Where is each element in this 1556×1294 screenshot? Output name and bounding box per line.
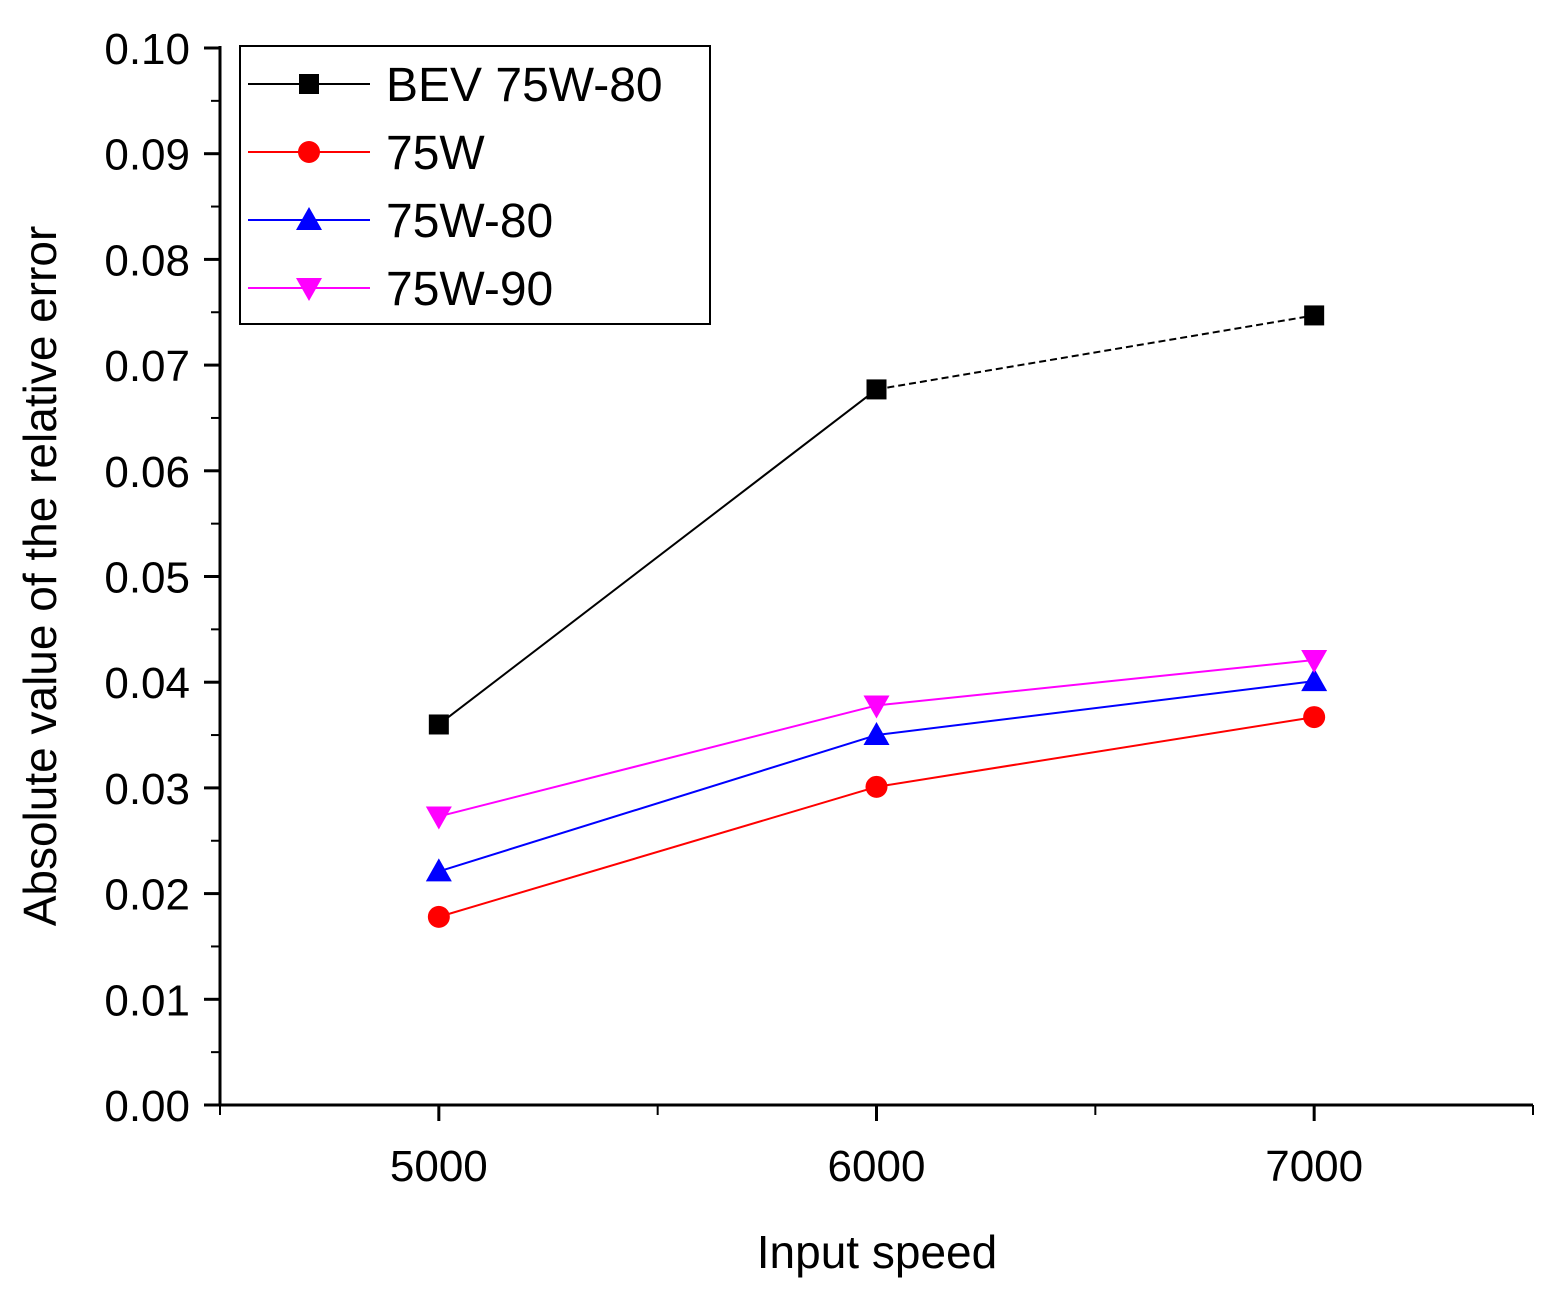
- data-point: [1303, 706, 1325, 728]
- data-point: [866, 776, 888, 798]
- x-tick-label: 7000: [1265, 1142, 1363, 1191]
- x-tick-label: 6000: [828, 1142, 926, 1191]
- line-chart: 0.00 0.01 0.02 0.03 0.04 0.05 0.06 0.07 0.08 0.09…: [0, 0, 1556, 1294]
- y-axis-title: Absolute value of the relative error: [14, 226, 66, 927]
- legend: BEV 75W-80 75W 75W-80 75W-90: [240, 46, 710, 324]
- y-tick-label: 0.00: [104, 1082, 190, 1131]
- data-point: [426, 858, 452, 881]
- y-tick-label: 0.07: [104, 342, 190, 391]
- y-tick-label: 0.04: [104, 659, 190, 708]
- data-point: [429, 714, 449, 734]
- y-tick-label: 0.01: [104, 976, 190, 1025]
- data-point: [428, 906, 450, 928]
- y-tick-label: 0.05: [104, 554, 190, 603]
- series-line-segment: [877, 315, 1315, 389]
- y-axis: 0.00 0.01 0.02 0.03 0.04 0.05 0.06 0.07 0.08 0.09…: [104, 25, 220, 1131]
- data-point: [426, 806, 452, 829]
- y-tick-label: 0.08: [104, 236, 190, 285]
- legend-label: BEV 75W-80: [386, 59, 663, 112]
- y-tick-label: 0.03: [104, 765, 190, 814]
- y-tick-label: 0.09: [104, 131, 190, 180]
- x-axis-title: Input speed: [757, 1226, 997, 1278]
- series-bev-75w-80: [429, 305, 1324, 734]
- x-tick-label: 5000: [390, 1142, 488, 1191]
- y-tick-label: 0.06: [104, 448, 190, 497]
- legend-label: 75W: [386, 127, 485, 180]
- x-axis: 5000 6000 7000: [220, 1105, 1533, 1191]
- legend-marker: [298, 141, 320, 163]
- legend-marker: [299, 74, 319, 94]
- legend-label: 75W-90: [386, 263, 553, 316]
- data-point: [1304, 305, 1324, 325]
- series-line-segment: [439, 705, 877, 816]
- data-point: [867, 379, 887, 399]
- series-line-segment: [877, 660, 1315, 705]
- y-tick-label: 0.10: [104, 25, 190, 74]
- series-line-segment: [439, 389, 877, 724]
- legend-label: 75W-80: [386, 195, 553, 248]
- series-layer: [426, 305, 1327, 927]
- y-tick-label: 0.02: [104, 871, 190, 920]
